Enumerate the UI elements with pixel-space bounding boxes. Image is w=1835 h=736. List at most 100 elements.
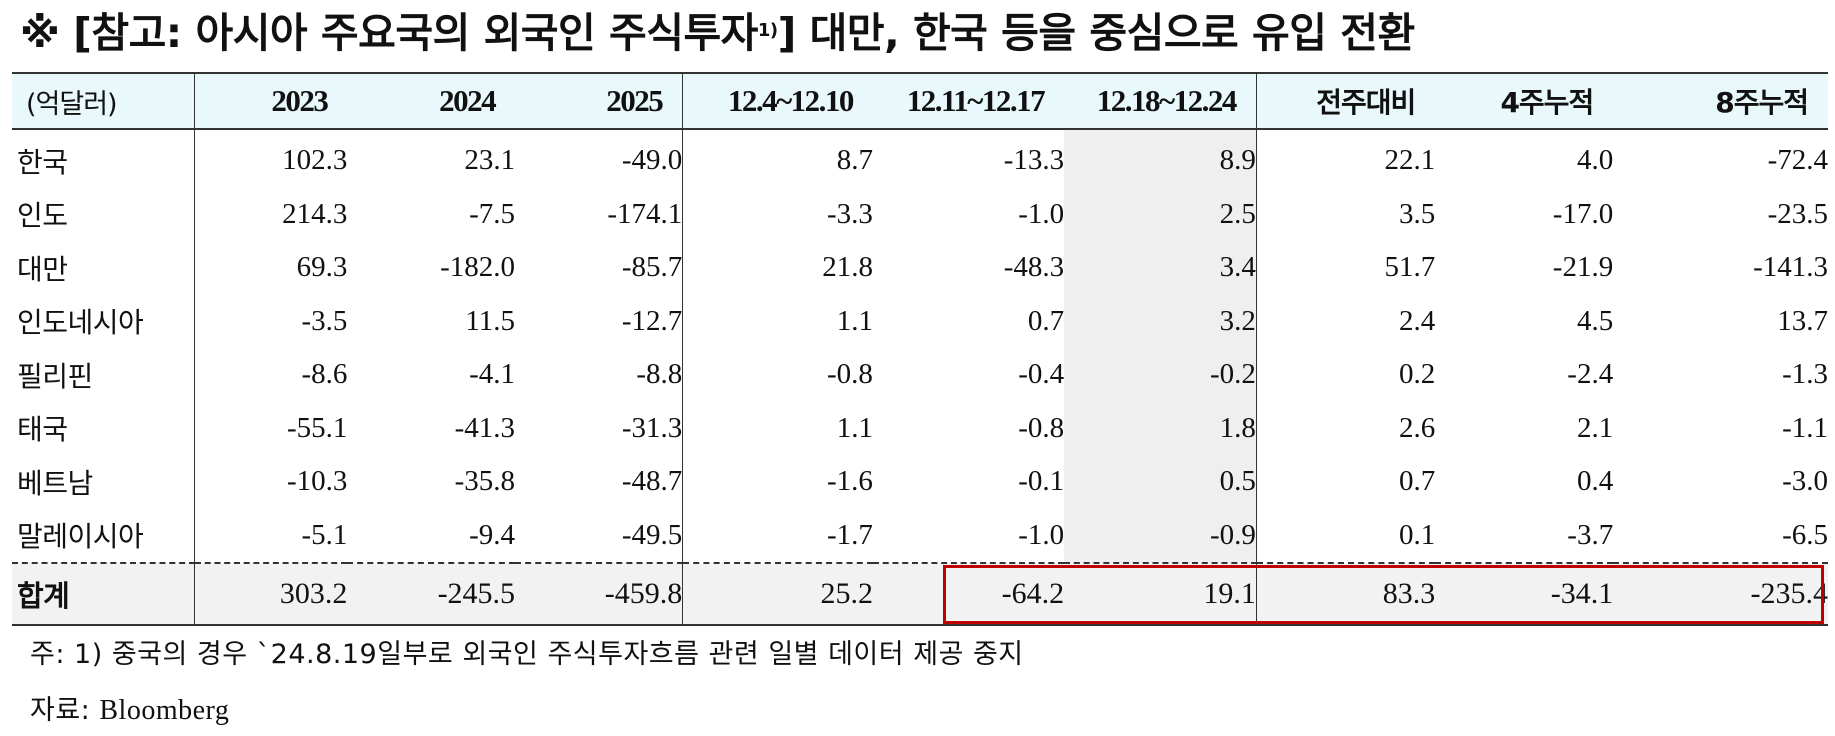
- value-cell: -235.4: [1613, 562, 1828, 626]
- value-cell: 0.7: [1027, 304, 1065, 337]
- value-cell: 8.7: [682, 129, 873, 188]
- value-cell: -245.5: [347, 562, 516, 626]
- value-cell: 0.7: [1255, 455, 1436, 509]
- value-cell: 4.5: [1576, 304, 1614, 337]
- header-2024: 2024: [347, 72, 516, 130]
- header-2023: 2023: [193, 72, 348, 130]
- country-name: 인도: [17, 199, 68, 233]
- page-title: ※ [참고: 아시아 주요국의 외국인 주식투자1)] 대만, 한국 등을 중심…: [20, 4, 1820, 62]
- total-row: 합계 303.2 -245.5 -459.8 25.2 -64.2 19.1 83.3 -34.…: [12, 562, 1828, 626]
- table-row: 베트남 -10.3 -35.8 -48.7 -1.6 -0.1 0.5 0.7 0.4 -3.0: [12, 455, 1828, 509]
- value-cell: -21.9: [1552, 251, 1614, 284]
- value-cell: 22.1: [1255, 129, 1436, 188]
- country-name: 필리핀: [17, 359, 93, 393]
- value-cell: -17.0: [1552, 197, 1614, 230]
- table-row: 태국 -55.1 -41.3 -31.3 1.1 -0.8 1.8 2.6 2.1 -1.1: [12, 401, 1828, 455]
- value-cell: 1.8: [1064, 401, 1257, 455]
- value-cell: 51.7: [1255, 241, 1436, 295]
- header-wow: 전주대비: [1255, 72, 1436, 130]
- value-cell: -2.4: [1567, 358, 1614, 391]
- unit-label: (억달러): [12, 72, 194, 130]
- country-name: 인도네시아: [17, 306, 144, 340]
- value-cell: 21.8: [682, 241, 873, 295]
- value-cell: -4.1: [469, 358, 516, 391]
- value-cell: -35.8: [454, 465, 516, 498]
- value-cell: 13.7: [1777, 304, 1828, 337]
- value-cell: -72.4: [1767, 144, 1828, 177]
- value-cell: -9.4: [469, 518, 516, 551]
- total-label: 합계: [12, 562, 194, 626]
- header-4week-cum: 4주누적: [1435, 72, 1614, 130]
- value-cell: -13.3: [1003, 144, 1065, 177]
- country-name: 베트남: [17, 466, 93, 500]
- header-week-3: 12.18~12.24: [1064, 72, 1257, 130]
- value-cell: 102.3: [193, 129, 348, 188]
- value-cell: 69.3: [193, 241, 348, 295]
- value-cell: 2.4: [1255, 294, 1436, 348]
- value-cell: -31.3: [621, 411, 683, 444]
- value-cell: -55.1: [193, 401, 348, 455]
- value-cell: -1.6: [682, 455, 873, 509]
- value-cell: -174.1: [607, 197, 683, 230]
- value-cell: -0.8: [1018, 411, 1065, 444]
- value-cell: 3.4: [1064, 241, 1257, 295]
- value-cell: -49.0: [621, 144, 683, 177]
- value-cell: -7.5: [469, 197, 516, 230]
- value-cell: -459.8: [515, 562, 683, 626]
- value-cell: 0.5: [1064, 455, 1257, 509]
- header-row: (억달러) 2023 2024 2025 12.4~12.10 12.11~12…: [12, 72, 1828, 130]
- value-cell: 2.6: [1255, 401, 1436, 455]
- value-cell: -141.3: [1753, 251, 1828, 284]
- value-cell: -34.1: [1435, 562, 1614, 626]
- value-cell: 0.2: [1255, 348, 1436, 402]
- value-cell: -1.3: [1782, 358, 1828, 391]
- value-cell: -8.6: [193, 348, 348, 402]
- value-cell: -49.5: [621, 518, 683, 551]
- country-name: 태국: [17, 413, 68, 447]
- value-cell: -85.7: [621, 251, 683, 284]
- table-row: 필리핀 -8.6 -4.1 -8.8 -0.8 -0.4 -0.2 0.2 -2.4 -1.3: [12, 348, 1828, 402]
- country-name: 한국: [17, 145, 68, 179]
- value-cell: -0.4: [1018, 358, 1065, 391]
- value-cell: 4.0: [1576, 144, 1614, 177]
- value-cell: -1.0: [1018, 518, 1065, 551]
- table-row: 대만 69.3 -182.0 -85.7 21.8 -48.3 3.4 51.7 -21.9 -1…: [12, 241, 1828, 295]
- value-cell: -12.7: [621, 304, 683, 337]
- country-name: 대만: [17, 252, 68, 286]
- footnote: 주: 1) 중국의 경우 `24.8.19일부로 외국인 주식투자흐름 관련 일…: [30, 639, 1024, 670]
- foreign-equity-flow-table: (억달러) 2023 2024 2025 12.4~12.10 12.11~12…: [12, 72, 1828, 626]
- country-name: 말레이시아: [17, 520, 144, 554]
- header-week-1: 12.4~12.10: [682, 72, 873, 130]
- value-cell: -1.1: [1782, 411, 1828, 444]
- value-cell: -0.1: [1018, 465, 1065, 498]
- header-week-2: 12.11~12.17: [872, 72, 1065, 130]
- value-cell: -8.8: [636, 358, 683, 391]
- title-rest: ] 대만, 한국 등을 중심으로 유입 전환: [777, 9, 1416, 57]
- table-row: 말레이시아 -5.1 -9.4 -49.5 -1.7 -1.0 -0.9 0.1 -3.7 -6.…: [12, 508, 1828, 563]
- value-cell: 0.4: [1576, 465, 1614, 498]
- value-cell: -5.1: [193, 508, 348, 563]
- header-2025: 2025: [515, 72, 683, 130]
- value-cell: -1.0: [1018, 197, 1065, 230]
- value-cell: 2.5: [1064, 187, 1257, 241]
- title-main: ※ [참고: 아시아 주요국의 외국인 주식투자: [20, 9, 758, 57]
- value-cell: -182.0: [440, 251, 516, 284]
- value-cell: 1.1: [682, 294, 873, 348]
- value-cell: 2.1: [1576, 411, 1614, 444]
- value-cell: -41.3: [454, 411, 516, 444]
- value-cell: -48.7: [621, 465, 683, 498]
- table-body: 한국 102.3 23.1 -49.0 8.7 -13.3 8.9 22.1 4.0 -72.4 인…: [12, 129, 1828, 626]
- value-cell: -3.5: [193, 294, 348, 348]
- value-cell: -0.2: [1064, 348, 1257, 402]
- value-cell: 19.1: [1064, 562, 1257, 626]
- source-label: 자료:: [30, 695, 100, 726]
- source-note: 자료: Bloomberg: [30, 688, 229, 727]
- value-cell: 83.3: [1255, 562, 1436, 626]
- value-cell: 8.9: [1064, 129, 1257, 188]
- value-cell: 1.1: [682, 401, 873, 455]
- header-8week-cum: 8주누적: [1613, 72, 1828, 130]
- value-cell: -3.7: [1567, 518, 1614, 551]
- value-cell: 3.5: [1255, 187, 1436, 241]
- value-cell: 23.1: [464, 144, 516, 177]
- value-cell: -48.3: [1003, 251, 1065, 284]
